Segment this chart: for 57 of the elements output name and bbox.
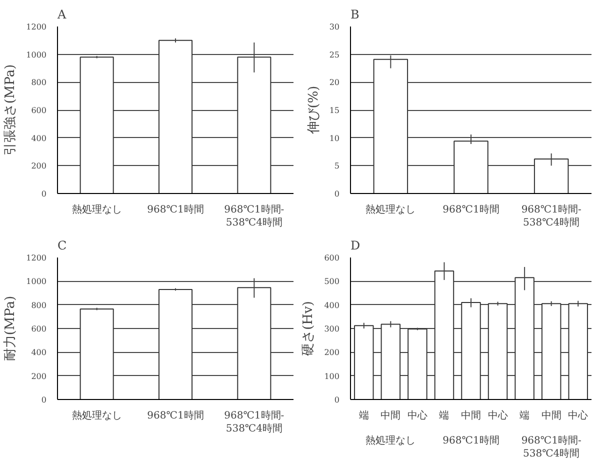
- x-tick-label: 熱処理なし: [72, 204, 122, 216]
- y-tick-label: 500: [324, 277, 340, 286]
- y-tick-label: 0: [334, 396, 340, 404]
- x-tick-label: 968℃1時間-538℃4時間: [224, 204, 284, 229]
- y-tick-label: 0: [334, 190, 340, 198]
- y-axis-title: 伸び(%): [306, 86, 322, 136]
- y-tick-label: 5: [334, 162, 340, 171]
- y-tick-label: 600: [31, 324, 47, 334]
- x-tick-label: 端: [520, 410, 530, 422]
- chart-title: A: [56, 8, 66, 22]
- x-tick-label: 中間: [380, 410, 401, 422]
- y-tick-label: 10: [329, 134, 340, 143]
- x-tick-label: 熱処理なし: [72, 410, 122, 422]
- text: 熱処理なし: [366, 434, 416, 446]
- x-tick-label: 中心: [488, 410, 508, 422]
- y-tick-label: 0: [41, 396, 47, 404]
- chart-title: D: [350, 238, 360, 252]
- y-tick-label: 800: [31, 78, 47, 88]
- y-tick-label: 200: [324, 348, 340, 358]
- y-tick-label: 800: [31, 300, 47, 310]
- y-tick-label: 1200: [26, 254, 46, 262]
- x-tick-label: 968℃1時間: [442, 204, 500, 216]
- y-tick-label: 0: [41, 190, 47, 198]
- y-tick-label: 25: [329, 50, 340, 60]
- x-tick-label: 端: [439, 410, 450, 422]
- y-tick-label: 400: [31, 134, 47, 143]
- y-tick-label: 1200: [26, 22, 46, 32]
- x-tick-label: 熱処理なし: [366, 204, 416, 216]
- y-tick-label: 100: [324, 372, 340, 381]
- y-tick-label: 20: [329, 78, 340, 88]
- x-tick-label: 中心: [407, 410, 428, 422]
- y-tick-label: 1000: [26, 277, 46, 286]
- y-tick-label: 1000: [26, 50, 46, 60]
- y-tick-label: 15: [329, 106, 340, 115]
- y-axis-title: 引張強さ(MPa): [3, 64, 18, 156]
- y-tick-label: 300: [324, 324, 340, 334]
- chart-title: B: [350, 8, 360, 22]
- chart-title: C: [58, 238, 67, 252]
- text: 968℃1時間: [442, 434, 500, 446]
- x-tick-label: 端: [358, 410, 369, 422]
- y-tick-label: 600: [324, 254, 340, 262]
- y-tick-label: 200: [31, 372, 47, 381]
- y-tick-label: 400: [31, 348, 47, 358]
- y-axis-title: 耐力(MPa): [3, 296, 18, 362]
- y-tick-label: 30: [329, 22, 340, 32]
- y-axis-title: 硬さ(Hv): [301, 301, 316, 356]
- x-tick-label: 968℃1時間: [147, 204, 204, 216]
- y-tick-label: 400: [324, 300, 340, 310]
- x-tick-label: 中心: [568, 410, 588, 422]
- x-tick-label: 968℃1時間: [147, 410, 204, 422]
- x-tick-label: 中間: [541, 410, 562, 422]
- x-tick-label: 968℃1時間-538℃4時間: [224, 410, 284, 435]
- y-tick-label: 200: [31, 162, 47, 171]
- x-tick-label: 968℃1時間-538℃4時間: [521, 204, 582, 229]
- x-tick-label: 中間: [461, 410, 481, 422]
- text: 968℃1時間-538℃4時間: [521, 434, 582, 460]
- y-tick-label: 600: [31, 106, 47, 115]
